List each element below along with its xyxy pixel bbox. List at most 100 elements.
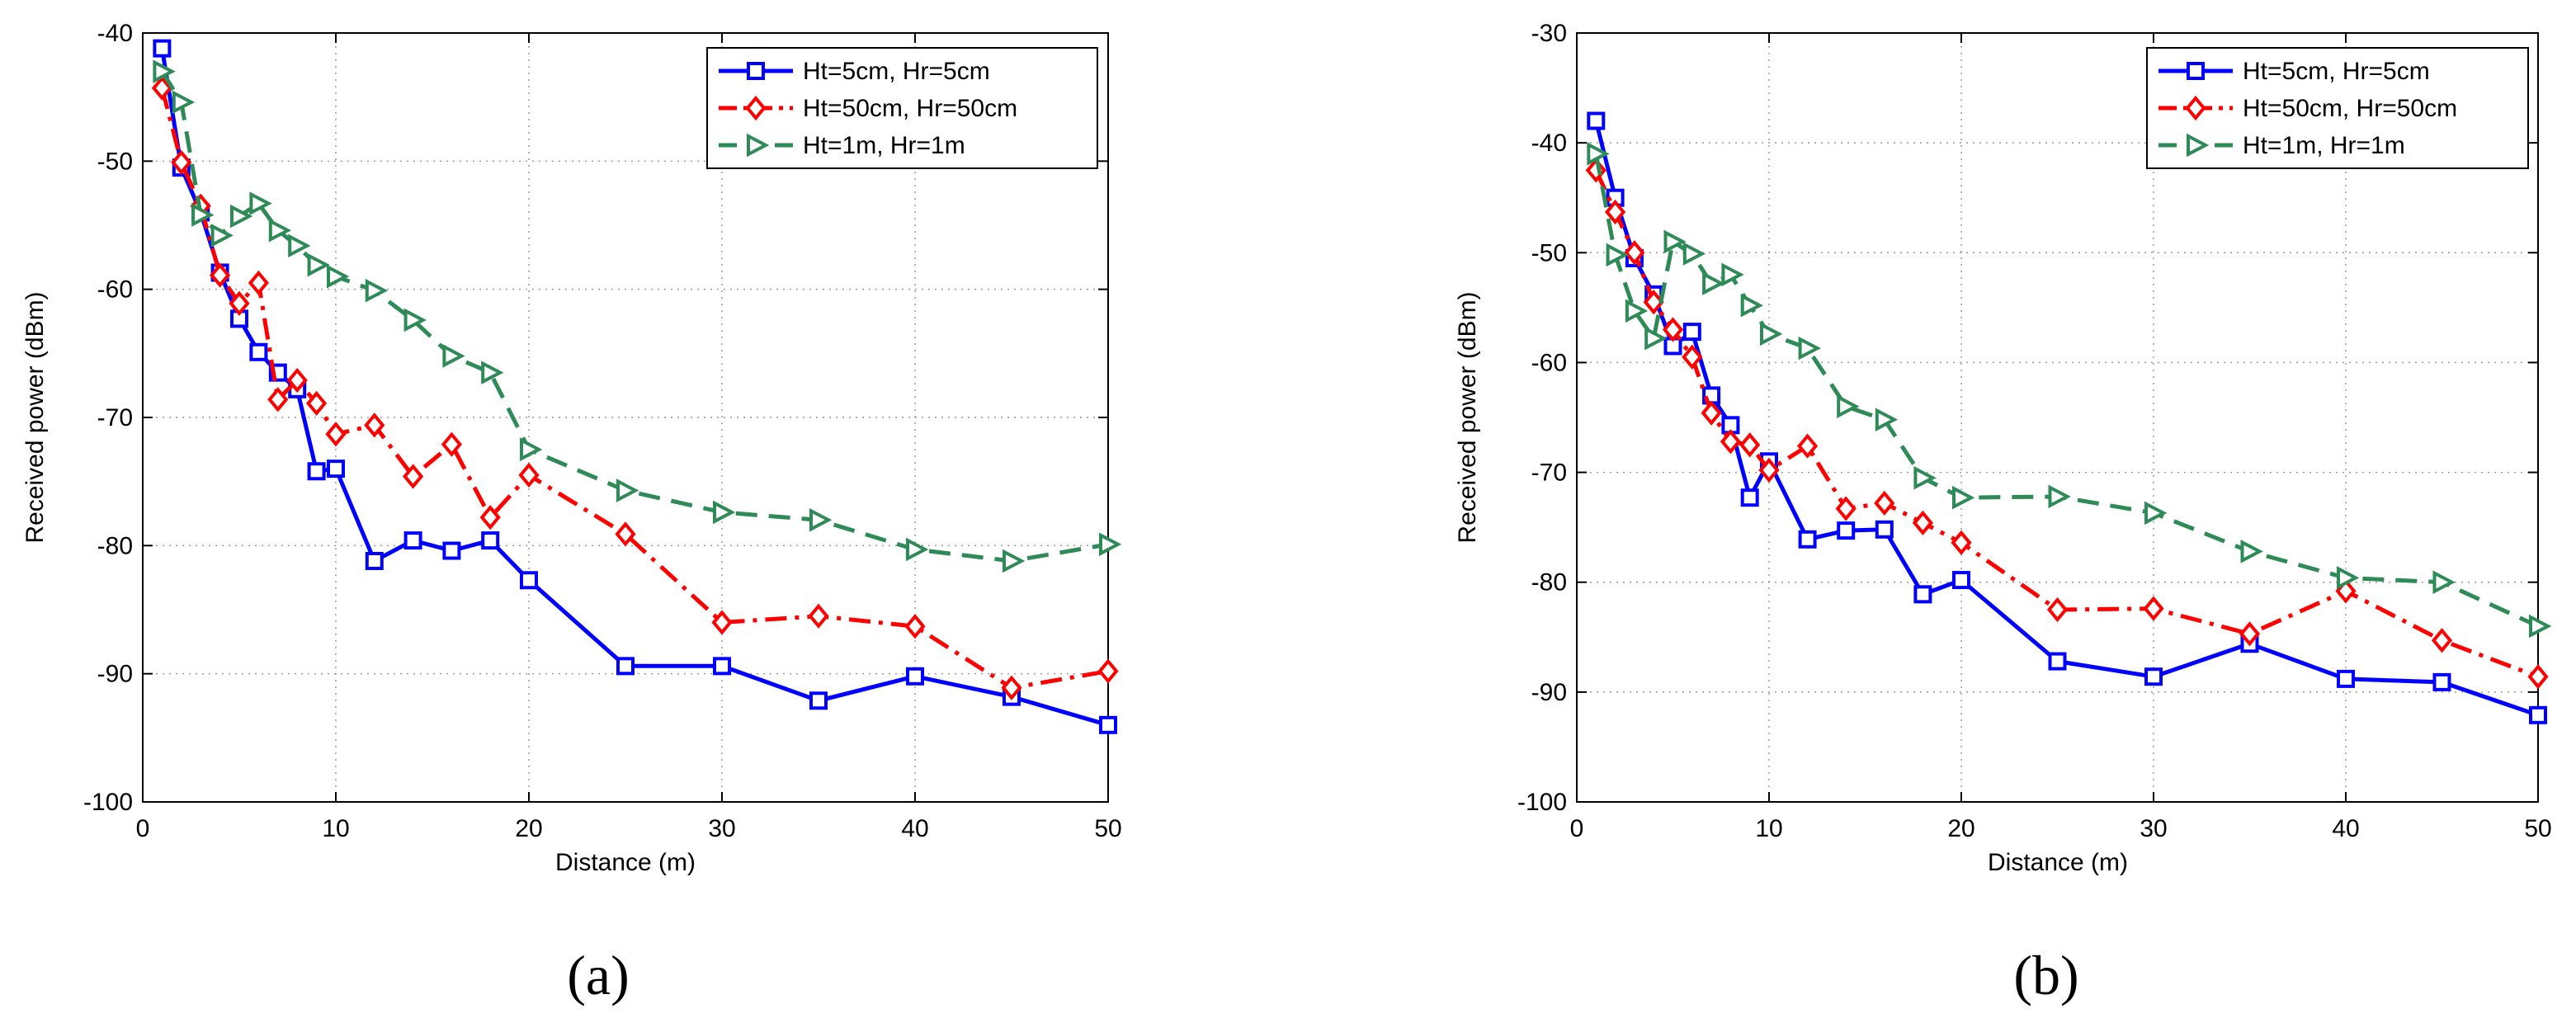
chart-b-series-2-point: [2048, 484, 2071, 509]
chart-a-series-2-point: [172, 90, 196, 115]
chart-a-series-2-point: [520, 437, 543, 462]
chart-b-axes-frame: [1576, 32, 2539, 803]
chart-b-subtitle: (b): [2013, 944, 2078, 1006]
chart-a-series-0-point: [249, 342, 268, 361]
chart-a-ytick-label: -40: [97, 20, 133, 47]
chart-b-series-2-point: [1837, 394, 1860, 418]
chart-a-series-1-point: [248, 270, 270, 296]
chart-b-series-0-point: [2048, 652, 2067, 671]
chart-b-series-0-point: [1587, 111, 1606, 130]
chart-b-series-2-point: [2529, 614, 2552, 639]
chart-b-legend-label-1: Ht=50cm, Hr=50cm: [2243, 95, 2457, 122]
chart-b-series-2-point: [1952, 485, 1975, 510]
chart-a-series-0-point: [809, 691, 828, 710]
chart-b-series-0-point: [1798, 530, 1817, 549]
chart-a-ytick-label: -100: [83, 789, 133, 816]
chart-a-series-2-point: [365, 278, 389, 303]
chart-a-series-2-point: [288, 233, 311, 258]
chart-a-series-2-point: [616, 478, 639, 502]
chart-b-series-2-point: [1682, 242, 1706, 266]
chart-a-series-1-point: [364, 412, 385, 438]
chart-a-series-2-point: [249, 191, 272, 215]
chart-a-series-1-point: [1097, 658, 1119, 684]
chart-a-xtick-label: 0: [136, 815, 150, 842]
chart-a-series-1-point: [1001, 675, 1022, 700]
chart-a-series-0-point: [307, 462, 326, 481]
chart-a-series-2-point: [307, 252, 330, 277]
chart-b-series-0-point: [2432, 672, 2451, 691]
chart-b-ytick-label: -70: [1531, 460, 1567, 487]
chart-a-ytick-label: -60: [97, 276, 133, 304]
chart-b-series-2-point: [1587, 142, 1610, 166]
chart-b-series-2-point: [2240, 540, 2263, 563]
chart-b-xtick-label: 0: [1570, 815, 1584, 842]
chart-a-series-0-point: [520, 571, 538, 590]
chart-b-series-2-point: [1625, 299, 1649, 323]
chart-b-series-1-point: [1739, 432, 1761, 458]
chart-a-series-2-point: [191, 203, 215, 227]
chart-b-series-1-point: [1662, 317, 1684, 342]
chart-a-series-0-point: [403, 531, 422, 550]
chart-a-series: [151, 39, 1122, 734]
chart-b-series-0-point: [1913, 585, 1932, 604]
chart-a-legend-label-0: Ht=5cm, Hr=5cm: [803, 58, 990, 85]
chart-a-series-1-point: [305, 390, 328, 417]
chart-a-legend-marker-1: [745, 95, 767, 121]
chart-a-series-2-point: [1003, 549, 1026, 573]
chart-a-xtick-label: 50: [1094, 815, 1121, 842]
chart-b-series-0-point: [1952, 571, 1970, 590]
chart-a-series-2-point: [713, 500, 736, 525]
chart-b-series-2-line: [1593, 153, 2540, 629]
chart-b-ytick-label: -50: [1531, 239, 1567, 266]
chart-b-xtick-label: 20: [1947, 815, 1974, 842]
chart-a-series-0-point: [1099, 715, 1117, 734]
chart-a-legend-label-1: Ht=50cm, Hr=50cm: [803, 95, 1017, 122]
chart-b-series-1-point: [1682, 344, 1703, 370]
chart-a-ytick-label: -70: [97, 404, 133, 431]
chart-a-series-2-point: [403, 308, 427, 332]
chart-a-ytick-label: -50: [97, 148, 133, 175]
chart-b-series-2-point: [1798, 336, 1821, 361]
chart-a-xtick-label: 30: [708, 815, 735, 842]
chart-a-series-2-point: [442, 344, 465, 368]
chart-a-series-1-point: [267, 387, 289, 412]
chart-b-series-2-point: [1721, 262, 1744, 287]
chart-b-legend-marker-0: [2187, 62, 2205, 80]
chart-a: 0 10 20 30 40 50 -100 -90 -80 -70 -60 -50 -40 Distan…: [21, 20, 1122, 1006]
chart-b-series-1-point: [2239, 621, 2261, 647]
chart-b-series: [1585, 111, 2552, 724]
chart-a-xtick-label: 20: [515, 815, 542, 842]
chart-a-legend-marker-2: [747, 133, 770, 158]
chart-b-series-1-point: [1951, 530, 1972, 555]
chart-b-series-1-point: [1912, 510, 1934, 535]
chart-a-series-2-point: [230, 204, 253, 229]
chart-a-xtick-label: 40: [901, 815, 928, 842]
chart-b-series-2-point: [1913, 465, 1937, 490]
chart-a-series-1-point: [325, 422, 347, 447]
chart-a-series-1-point: [904, 614, 926, 639]
chart-b-legend: Ht=5cm, Hr=5cm Ht=50cm, Hr=50cm Ht=1m, Hr=…: [2146, 47, 2529, 169]
chart-b-series-2-point: [1740, 293, 1764, 318]
chart-b-series-0-point: [1682, 323, 1701, 342]
chart-a-legend: Ht=5cm, Hr=5cm Ht=50cm, Hr=50cm Ht=1m, Hr=…: [706, 47, 1098, 169]
chart-b-series-1-point: [1796, 433, 1819, 459]
chart-a-series-0-point: [906, 667, 924, 686]
chart-b-series-2-point: [1644, 326, 1668, 351]
chart-a-series-2-point: [268, 218, 292, 243]
chart-a-legend-marker-0: [747, 62, 765, 80]
chart-a-series-0-point: [616, 657, 635, 676]
chart-a-series-2-point: [327, 264, 350, 289]
chart-b-legend-marker-2: [2187, 133, 2210, 158]
chart-b-series-0-point: [2337, 669, 2355, 688]
chart-b-series-0-point: [2529, 705, 2547, 724]
chart-b-series-2-point: [1760, 322, 1783, 346]
chart-a-series-1-point: [286, 367, 308, 394]
chart-b-series-0-point: [1740, 488, 1759, 507]
chart-b-series-2-point: [2337, 566, 2360, 590]
chart-b-series-0-point: [1875, 520, 1894, 539]
chart-b-series-1-point: [2431, 628, 2453, 653]
chart-a-legend-label-2: Ht=1m, Hr=1m: [803, 132, 965, 159]
chart-b-xtick-label: 30: [2140, 815, 2167, 842]
chart-b-xtick-label: 40: [2332, 815, 2359, 842]
